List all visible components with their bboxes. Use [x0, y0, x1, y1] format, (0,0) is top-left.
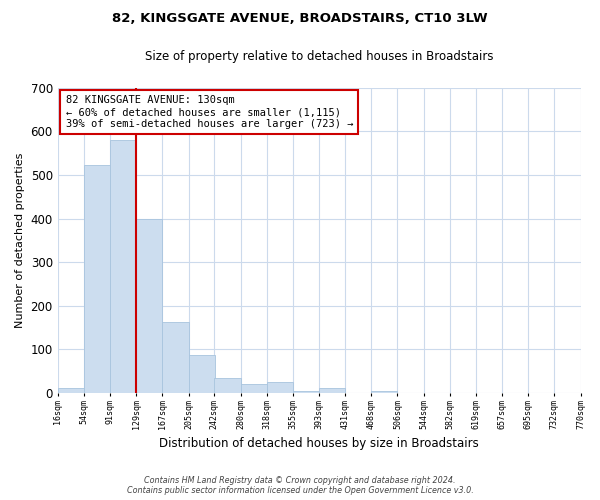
Bar [58, 388, 84, 393]
Bar [84, 166, 110, 393]
Bar [267, 382, 293, 393]
Bar [241, 384, 267, 393]
Title: Size of property relative to detached houses in Broadstairs: Size of property relative to detached ho… [145, 50, 493, 63]
Bar [371, 392, 397, 393]
Bar [163, 322, 189, 393]
Bar [319, 388, 346, 393]
Text: Contains HM Land Registry data © Crown copyright and database right 2024.
Contai: Contains HM Land Registry data © Crown c… [127, 476, 473, 495]
Bar [214, 378, 241, 393]
Text: 82 KINGSGATE AVENUE: 130sqm
← 60% of detached houses are smaller (1,115)
39% of : 82 KINGSGATE AVENUE: 130sqm ← 60% of det… [65, 96, 353, 128]
Bar [189, 355, 215, 393]
Bar [136, 218, 163, 393]
Y-axis label: Number of detached properties: Number of detached properties [15, 153, 25, 328]
Bar [110, 140, 136, 393]
X-axis label: Distribution of detached houses by size in Broadstairs: Distribution of detached houses by size … [159, 437, 479, 450]
Text: 82, KINGSGATE AVENUE, BROADSTAIRS, CT10 3LW: 82, KINGSGATE AVENUE, BROADSTAIRS, CT10 … [112, 12, 488, 26]
Bar [293, 392, 319, 393]
